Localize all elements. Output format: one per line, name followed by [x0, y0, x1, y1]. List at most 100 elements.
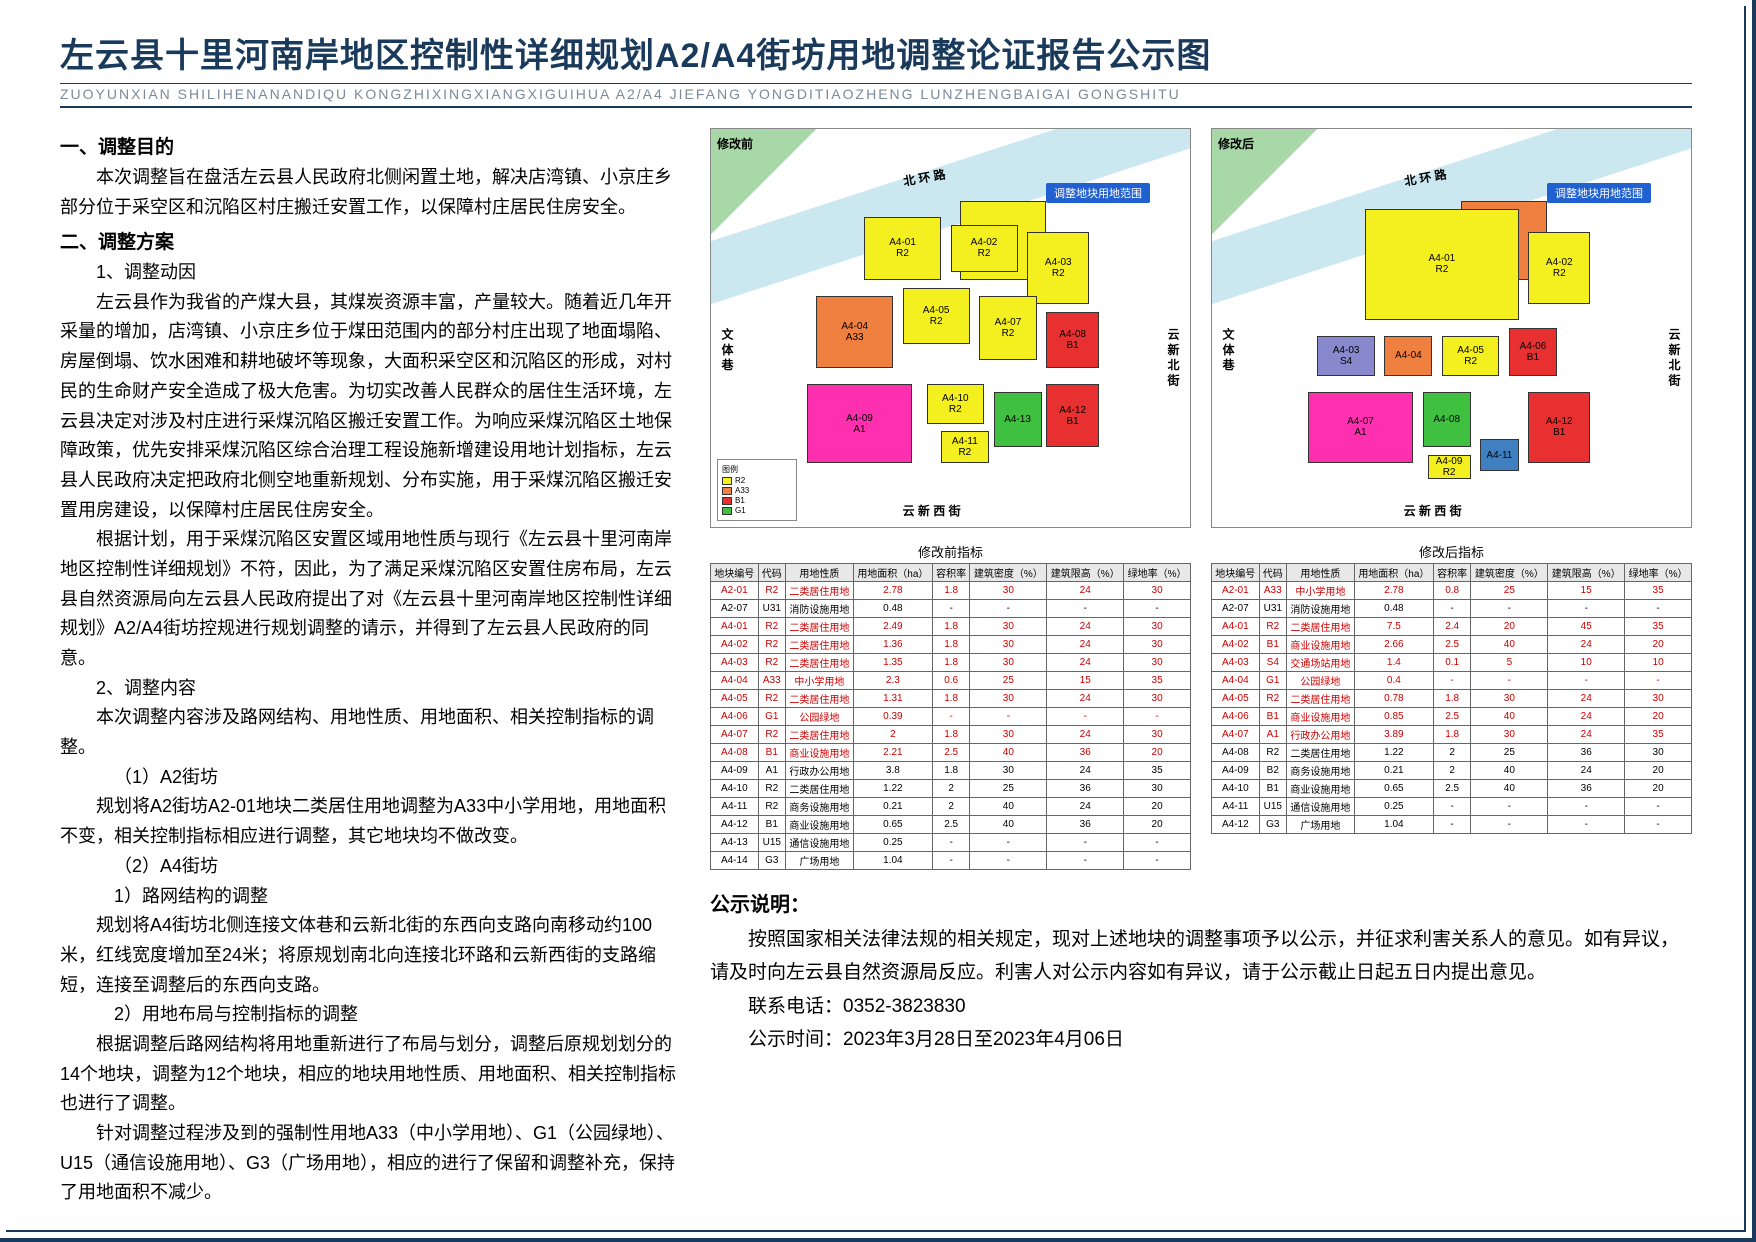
table-row: A4-02R2二类居住用地1.361.8302430	[711, 636, 1191, 654]
land-block: A4-02R2	[951, 225, 1018, 273]
land-block: A4-05R2	[903, 288, 970, 344]
table-row: A4-10R2二类居住用地1.222253630	[711, 780, 1191, 798]
page-subtitle: ZUOYUNXIAN SHILIHENANANDIQU KONGZHIXINGX…	[60, 83, 1692, 108]
para-purpose: 本次调整旨在盘活左云县人民政府北侧闲置土地，解决店湾镇、小京庄乡部分位于采空区和…	[60, 163, 680, 222]
road-yunxinbei: 云 新 北 街	[1165, 328, 1182, 386]
land-block: A4-06B1	[1509, 328, 1557, 376]
table-row: A4-07A1行政办公用地3.891.8302435	[1212, 726, 1692, 744]
table-row: A4-12G3广场用地1.04----	[1212, 816, 1692, 834]
road-yunxinxi: 云 新 西 街	[1404, 502, 1462, 519]
map-badge: 调整地块用地范围	[1547, 183, 1651, 203]
table-row: A4-12B1商业设施用地0.652.5403620	[711, 816, 1191, 834]
table-after-title: 修改后指标	[1211, 542, 1692, 561]
para-reason: 左云县作为我省的产煤大县，其煤炭资源丰富，产量较大。随着近几年开采量的增加，店湾…	[60, 288, 680, 526]
table-row: A4-04A33中小学用地2.30.6251535	[711, 672, 1191, 690]
sub-layout: 2）用地布局与控制指标的调整	[60, 1000, 680, 1030]
table-header: 代码	[758, 564, 785, 582]
map-before: 修改前 调整地块用地范围 云 新 西 街 北 环 路 云 新 北 街 文 体 巷…	[710, 128, 1191, 528]
table-row: A4-04G1公园绿地0.4----	[1212, 672, 1692, 690]
para-mandatory: 针对调整过程涉及到的强制性用地A33（中小学用地）、G1（公园绿地）、U15（通…	[60, 1119, 680, 1208]
land-block: A4-01R2	[864, 217, 941, 281]
section-2-heading: 二、调整方案	[60, 227, 680, 258]
table-row: A4-14G3广场用地1.04----	[711, 852, 1191, 870]
table-header: 建筑密度（%）	[970, 564, 1047, 582]
table-header: 建筑限高（%）	[1548, 564, 1625, 582]
table-header: 地块编号	[711, 564, 759, 582]
notice-period: 公示时间：2023年3月28日至2023年4月06日	[710, 1023, 1692, 1056]
land-block: A4-08	[1423, 392, 1471, 448]
table-row: A4-11U15通信设施用地0.25----	[1212, 798, 1692, 816]
map-after-label: 修改后	[1218, 135, 1254, 152]
map-after: 修改后 调整地块用地范围 云 新 西 街 北 环 路 云 新 北 街 文 体 巷…	[1211, 128, 1692, 528]
road-wenti: 文 体 巷	[1220, 328, 1237, 371]
land-block: A4-01R2	[1365, 209, 1518, 320]
section-1-heading: 一、调整目的	[60, 132, 680, 163]
land-block: A4-02R2	[1528, 232, 1590, 304]
land-block: A4-07R2	[979, 296, 1036, 360]
map-before-label: 修改前	[717, 135, 753, 152]
notice-phone: 联系电话：0352-3823830	[710, 990, 1692, 1023]
map-legend: 图例 R2 A33 B1 G1	[717, 459, 797, 521]
table-row: A4-08R2二类居住用地1.222253630	[1212, 744, 1692, 762]
table-header: 用地面积（ha）	[853, 564, 932, 582]
table-row: A2-07U31消防设施用地0.48----	[711, 600, 1191, 618]
sub-a2: （1）A2街坊	[60, 763, 680, 793]
table-row: A4-02B1商业设施用地2.662.5402420	[1212, 636, 1692, 654]
table-row: A4-03S4交通场站用地1.40.151010	[1212, 654, 1692, 672]
table-row: A4-05R2二类居住用地1.311.8302430	[711, 690, 1191, 708]
land-block: A4-04A33	[816, 296, 893, 368]
para-plan: 根据计划，用于采煤沉陷区安置区域用地性质与现行《左云县十里河南岸地区控制性详细规…	[60, 525, 680, 673]
table-row: A2-01A33中小学用地2.780.8251535	[1212, 582, 1692, 600]
table-row: A2-07U31消防设施用地0.48----	[1212, 600, 1692, 618]
table-row: A4-01R2二类居住用地2.491.8302430	[711, 618, 1191, 636]
land-block: A4-13	[994, 392, 1042, 448]
notice-heading: 公示说明：	[710, 888, 1692, 923]
para-content: 本次调整内容涉及路网结构、用地性质、用地面积、相关控制指标的调整。	[60, 703, 680, 762]
table-header: 绿地率（%）	[1625, 564, 1692, 582]
legend-title: 图例	[722, 464, 792, 475]
table-header: 代码	[1259, 564, 1286, 582]
sub-reason: 1、调整动因	[60, 258, 680, 288]
table-row: A4-06G1公园绿地0.39----	[711, 708, 1191, 726]
notice-body: 按照国家相关法律法规的相关规定，现对上述地块的调整事项予以公示，并征求利害关系人…	[710, 923, 1692, 990]
road-yunxinbei: 云 新 北 街	[1666, 328, 1683, 386]
table-header: 建筑密度（%）	[1471, 564, 1548, 582]
para-a2: 规划将A2街坊A2-01地块二类居住用地调整为A33中小学用地，用地面积不变，相…	[60, 792, 680, 851]
sub-content: 2、调整内容	[60, 674, 680, 704]
table-row: A4-01R2二类居住用地7.52.4204535	[1212, 618, 1692, 636]
table-header: 绿地率（%）	[1124, 564, 1191, 582]
table-after: 地块编号代码用地性质用地面积（ha）容积率建筑密度（%）建筑限高（%）绿地率（%…	[1211, 563, 1692, 834]
para-layout: 根据调整后路网结构将用地重新进行了布局与划分，调整后原规划划分的14个地块，调整…	[60, 1030, 680, 1119]
land-block: A4-04	[1384, 336, 1432, 376]
table-row: A4-08B1商业设施用地2.212.5403620	[711, 744, 1191, 762]
notice-block: 公示说明： 按照国家相关法律法规的相关规定，现对上述地块的调整事项予以公示，并征…	[710, 888, 1692, 1056]
sub-road: 1）路网结构的调整	[60, 882, 680, 912]
map-badge: 调整地块用地范围	[1046, 183, 1150, 203]
table-row: A4-11R2商务设施用地0.212402420	[711, 798, 1191, 816]
table-header: 容积率	[932, 564, 969, 582]
para-road: 规划将A4街坊北侧连接文体巷和云新北街的东西向支路向南移动约100米，红线宽度增…	[60, 911, 680, 1000]
table-header: 用地面积（ha）	[1354, 564, 1433, 582]
table-before-wrap: 修改前指标 地块编号代码用地性质用地面积（ha）容积率建筑密度（%）建筑限高（%…	[710, 542, 1191, 870]
table-header: 容积率	[1433, 564, 1470, 582]
table-row: A4-03R2二类居住用地1.351.8302430	[711, 654, 1191, 672]
table-row: A4-05R2二类居住用地0.781.8302430	[1212, 690, 1692, 708]
land-block: A4-12B1	[1046, 384, 1099, 448]
land-block: A4-07A1	[1308, 392, 1413, 464]
road-wenti: 文 体 巷	[719, 328, 736, 371]
table-row: A2-01R2二类居住用地2.781.8302430	[711, 582, 1191, 600]
land-block: A4-03S4	[1317, 336, 1374, 376]
table-header: 建筑限高（%）	[1047, 564, 1124, 582]
table-row: A4-10B1商业设施用地0.652.5403620	[1212, 780, 1692, 798]
sub-a4: （2）A4街坊	[60, 852, 680, 882]
table-after-wrap: 修改后指标 地块编号代码用地性质用地面积（ha）容积率建筑密度（%）建筑限高（%…	[1211, 542, 1692, 870]
table-row: A4-06B1商业设施用地0.852.5402420	[1212, 708, 1692, 726]
table-header: 用地性质	[1286, 564, 1354, 582]
land-block: A4-05R2	[1442, 336, 1499, 376]
table-header: 用地性质	[785, 564, 853, 582]
road-yunxinxi: 云 新 西 街	[903, 502, 961, 519]
land-block: A4-09A1	[807, 384, 912, 464]
table-before: 地块编号代码用地性质用地面积（ha）容积率建筑密度（%）建筑限高（%）绿地率（%…	[710, 563, 1191, 870]
land-block: A4-10R2	[927, 384, 984, 424]
land-block: A4-08B1	[1046, 312, 1099, 368]
